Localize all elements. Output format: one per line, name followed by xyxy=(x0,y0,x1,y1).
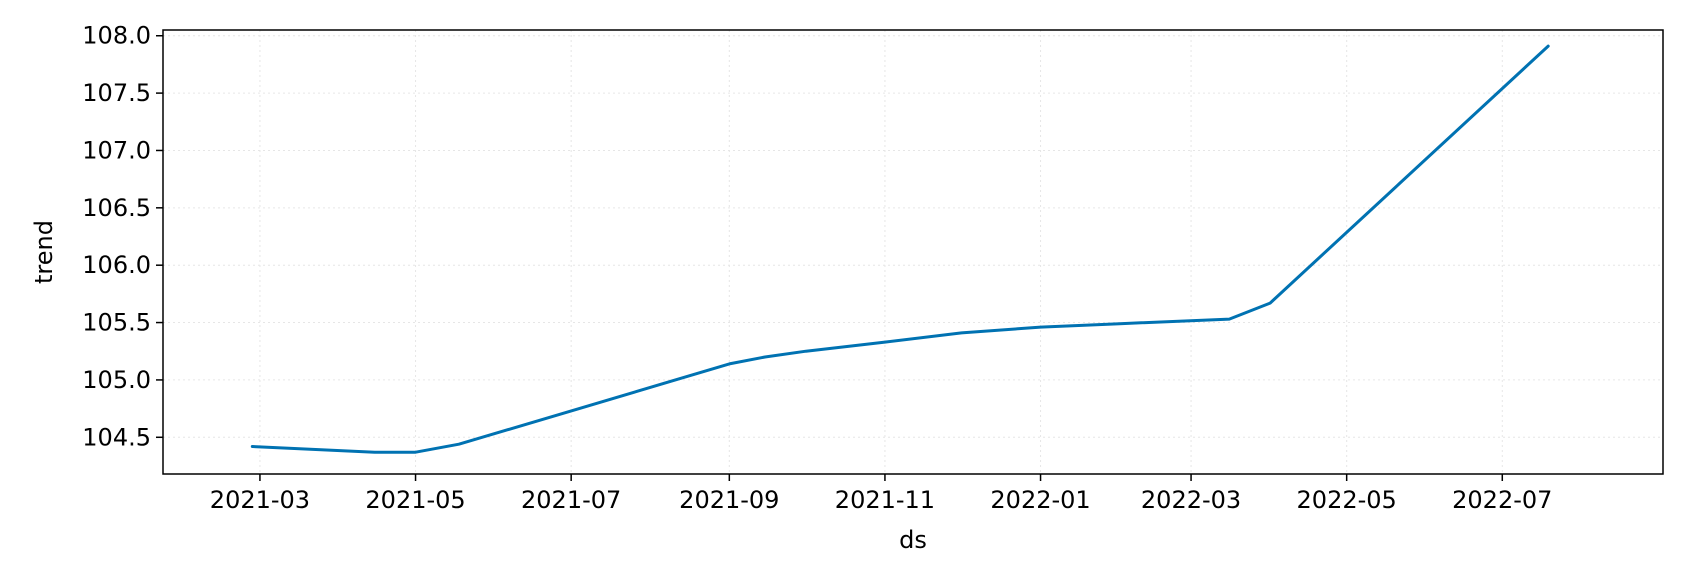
y-axis: 104.5 105.0 105.5 106.0 106.5 107.0 107.5 108.0 xyxy=(82,22,163,451)
grid-lines xyxy=(163,30,1663,474)
y-tick-label: 107.0 xyxy=(82,136,151,164)
x-tick-label: 2021-09 xyxy=(679,486,779,514)
x-tick-label: 2022-07 xyxy=(1452,486,1552,514)
y-tick-label: 106.5 xyxy=(82,194,151,222)
y-axis-label: trend xyxy=(30,220,58,284)
x-axis-label: ds xyxy=(899,526,927,554)
y-tick-label: 104.5 xyxy=(82,423,151,451)
y-tick-label: 106.0 xyxy=(82,251,151,279)
x-tick-label: 2021-05 xyxy=(365,486,465,514)
x-tick-label: 2022-01 xyxy=(990,486,1090,514)
series-layer xyxy=(250,44,1550,454)
x-tick-label: 2022-03 xyxy=(1141,486,1241,514)
x-tick-label: 2021-03 xyxy=(210,486,310,514)
y-tick-label: 105.0 xyxy=(82,366,151,394)
plot-area xyxy=(163,30,1663,474)
y-tick-label: 108.0 xyxy=(82,22,151,50)
x-tick-label: 2021-07 xyxy=(521,486,621,514)
x-tick-label: 2022-05 xyxy=(1297,486,1397,514)
trend-series-line xyxy=(250,44,1550,454)
y-tick-label: 105.5 xyxy=(82,309,151,337)
plot-frame xyxy=(162,29,1664,475)
x-axis: 2021-03 2021-05 2021-07 2021-09 2021-11 2022-… xyxy=(210,474,1552,514)
x-tick-label: 2021-11 xyxy=(835,486,935,514)
y-tick-label: 107.5 xyxy=(82,79,151,107)
